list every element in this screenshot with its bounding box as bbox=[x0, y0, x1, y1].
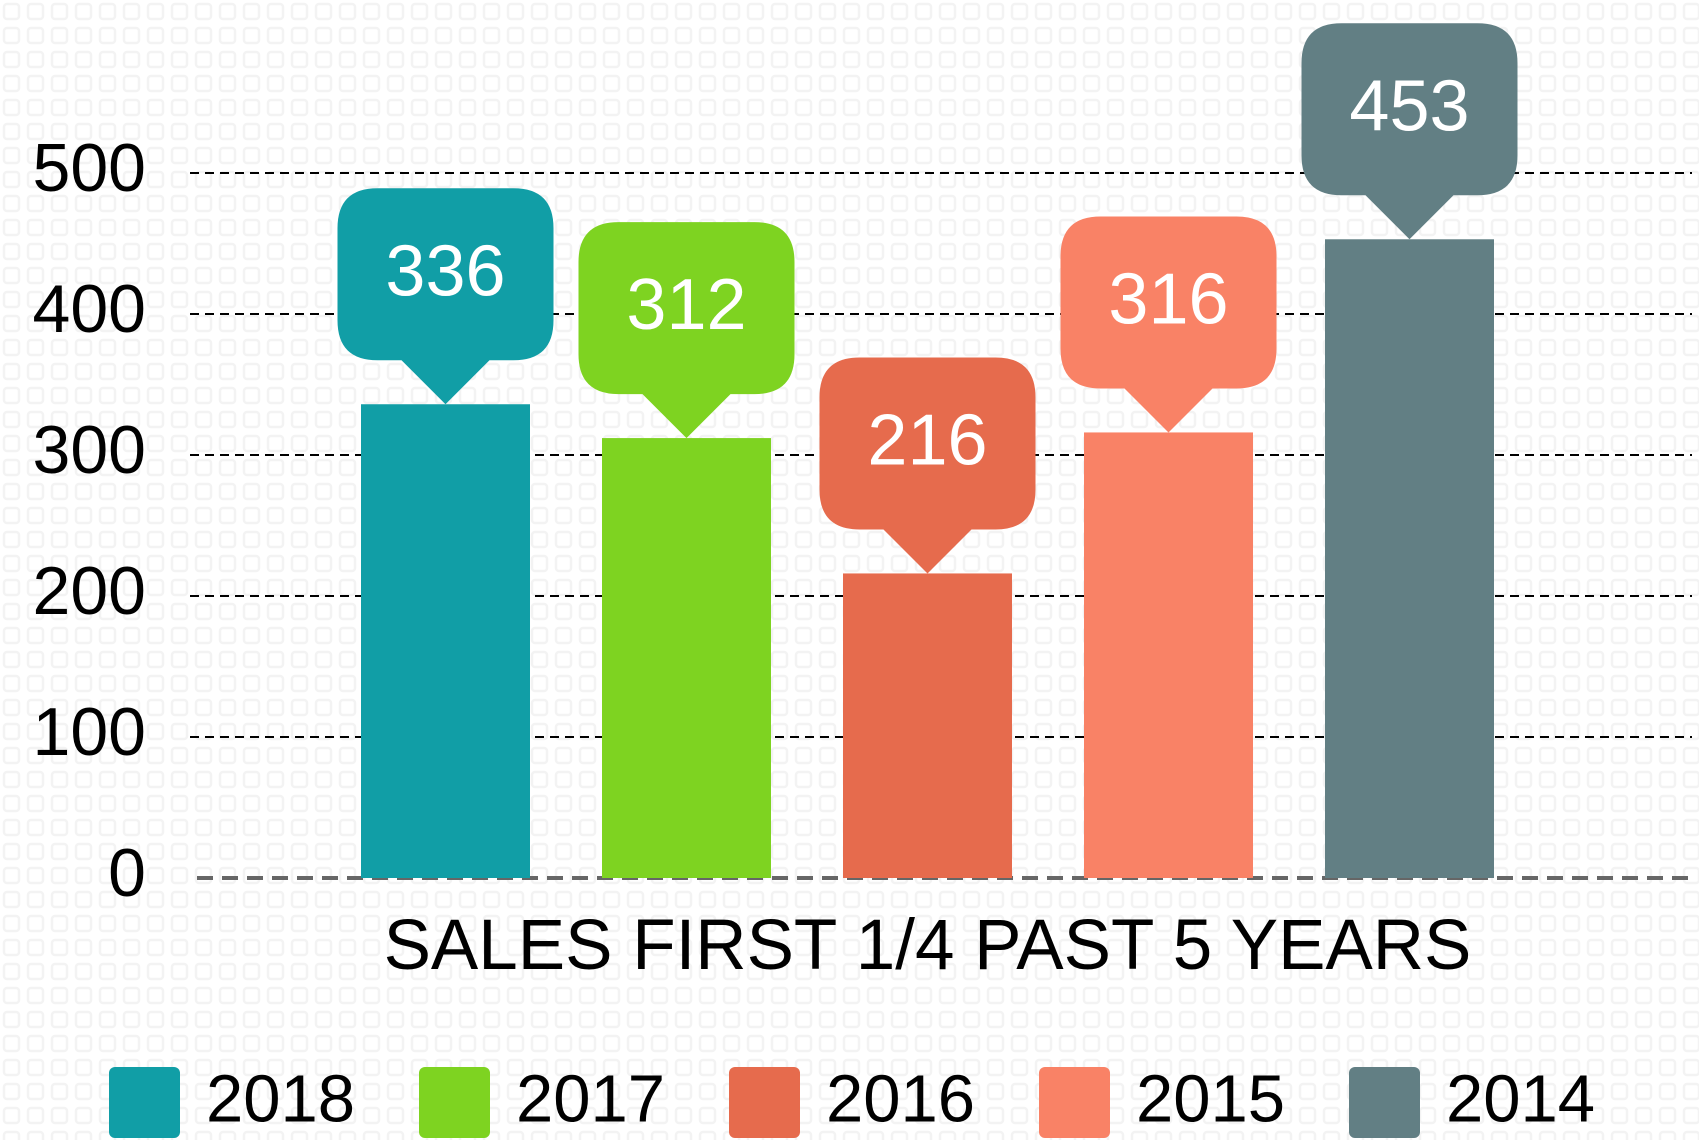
callout bbox=[1301, 23, 1518, 240]
data-label: 453 bbox=[1349, 66, 1469, 146]
x-tick-label: SALES FIRST 1/4 PAST 5 YEARS bbox=[384, 906, 1472, 985]
data-label: 336 bbox=[385, 231, 505, 311]
y-tick-label: 400 bbox=[33, 271, 146, 347]
legend-label: 2017 bbox=[516, 1062, 665, 1137]
data-label: 216 bbox=[867, 400, 987, 480]
legend-swatch bbox=[109, 1067, 180, 1138]
legend-swatch bbox=[1349, 1067, 1420, 1138]
callout bbox=[1060, 216, 1277, 433]
y-tick-label: 100 bbox=[33, 694, 146, 770]
data-label: 312 bbox=[626, 265, 746, 345]
legend-label: 2014 bbox=[1446, 1062, 1595, 1137]
legend-label: 2016 bbox=[826, 1062, 975, 1137]
y-tick-label: 200 bbox=[33, 553, 146, 629]
y-tick-label: 0 bbox=[108, 835, 146, 911]
legend-label: 2015 bbox=[1136, 1062, 1285, 1137]
legend-label: 2018 bbox=[206, 1062, 355, 1137]
legend-swatch bbox=[729, 1067, 800, 1138]
y-tick-label: 300 bbox=[33, 412, 146, 488]
callout bbox=[337, 188, 554, 405]
bar bbox=[361, 404, 530, 878]
callout bbox=[578, 222, 795, 439]
bar bbox=[1325, 239, 1494, 878]
y-tick-label: 500 bbox=[33, 130, 146, 206]
bar bbox=[843, 573, 1012, 878]
callout bbox=[819, 357, 1036, 574]
legend-swatch bbox=[419, 1067, 490, 1138]
bar bbox=[602, 438, 771, 878]
legend-swatch bbox=[1039, 1067, 1110, 1138]
data-label: 316 bbox=[1108, 259, 1228, 339]
bar bbox=[1084, 432, 1253, 878]
